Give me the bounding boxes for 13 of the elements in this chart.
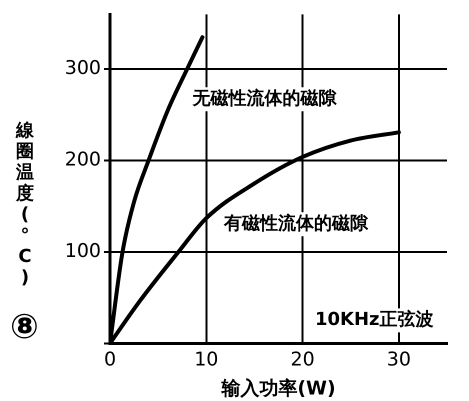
series-label: 有磁性流体的磁隙 <box>222 212 369 234</box>
y-tick-label: 100 <box>64 240 101 262</box>
y-axis-title: 線圈温度(°C) <box>14 120 35 288</box>
series-label: 无磁性流体的磁隙 <box>191 88 338 109</box>
y-tick-label: 200 <box>64 148 101 171</box>
x-tick-label: 10 <box>194 348 218 371</box>
text: ⑧ <box>10 307 39 348</box>
annotation: 10KHz正弦波 <box>314 309 434 330</box>
x-axis-title: 输入功率(W) <box>220 378 336 400</box>
x-tick-label: 20 <box>290 348 315 371</box>
y-tick-label: 300 <box>64 57 101 80</box>
x-tick-label: 0 <box>104 348 116 371</box>
x-tick-label: 30 <box>386 348 411 371</box>
